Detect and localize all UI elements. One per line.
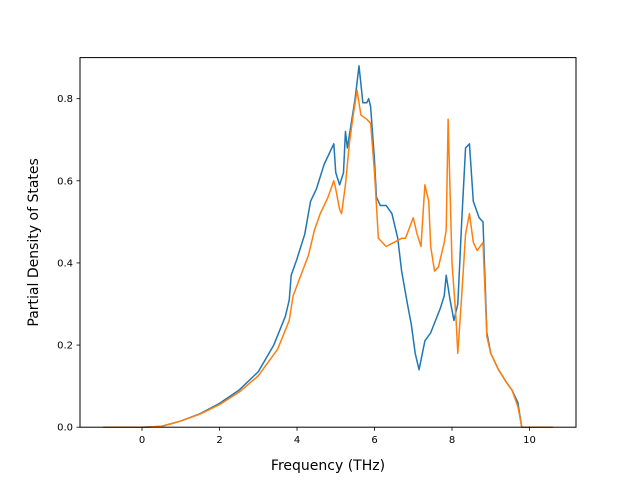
x-tick-label: 6: [371, 435, 377, 446]
x-tick-label: 2: [216, 435, 222, 446]
series-line-1: [103, 65, 553, 428]
y-tick-label: 0.8: [57, 94, 73, 105]
series-line-2: [103, 89, 553, 428]
x-tick-label: 10: [523, 435, 536, 446]
x-axis-ticks: 0 2 4 6 8 10: [139, 427, 536, 446]
x-tick-label: 0: [139, 435, 145, 446]
x-axis-label: Frequency (THz): [271, 458, 385, 474]
y-tick-label: 0.4: [57, 258, 73, 269]
y-axis-ticks: 0.0 0.2 0.4 0.6 0.8: [57, 94, 80, 434]
y-tick-label: 0.6: [57, 176, 73, 187]
x-tick-label: 8: [449, 435, 455, 446]
y-axis-label: Partial Density of States: [26, 158, 42, 326]
series-lines: [103, 65, 553, 428]
plot-frame: [79, 57, 577, 428]
y-tick-label: 0.0: [57, 423, 73, 434]
y-tick-label: 0.2: [57, 341, 73, 352]
x-tick-label: 4: [294, 435, 300, 446]
